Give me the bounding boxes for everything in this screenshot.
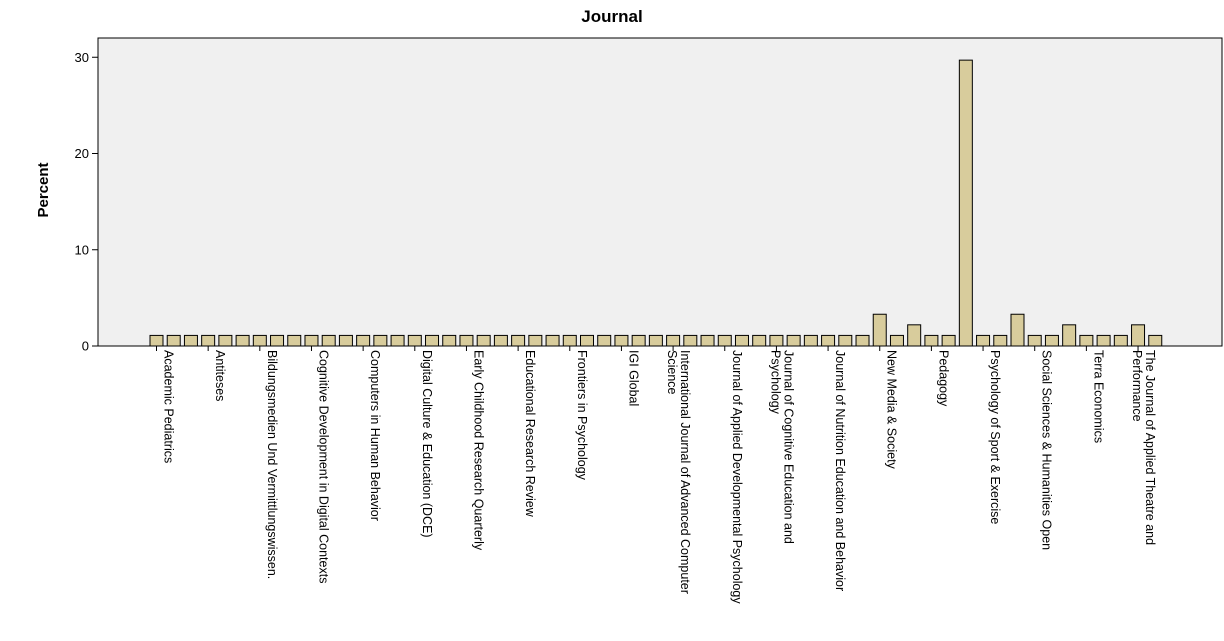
x-tick-label: Journal of Cognitive Education and [781,350,795,544]
bar [838,334,853,347]
bar [511,334,526,347]
bar [252,334,267,347]
bar [1131,324,1146,347]
y-tick-label: 20 [75,146,89,161]
bar [958,59,973,347]
bar [1010,313,1025,347]
bar [752,334,767,347]
bar [889,334,904,347]
x-axis: Academic Pediatrics Antiteses Bildungsmedi… [156,346,1157,604]
bar [476,334,491,347]
bar [597,334,612,347]
x-tick-label: Academic Pediatrics [162,350,176,463]
x-tick-label: Psychology of Sport & Exercise [988,350,1002,524]
x-tick-label: Journal of Applied Developmental Psychol… [730,350,744,604]
x-tick-label: Social Sciences & Humanities Open [1040,350,1054,550]
bar [734,334,749,347]
bar [356,334,371,347]
y-axis: 0 10 20 30 [75,50,98,354]
bar [683,334,698,347]
bar [924,334,939,347]
x-tick-label: Antiteses [213,350,227,401]
bar [941,334,956,347]
bar [373,334,388,347]
bar [993,334,1008,347]
bar [1062,324,1077,347]
bar [1044,334,1059,347]
x-tick-label: Digital Culture & Education (DCE) [420,350,434,538]
bar [235,334,250,347]
x-tick-label: Pedagogy [936,350,950,407]
bar [1113,334,1128,347]
bar [149,334,164,347]
bar [803,334,818,347]
x-tick-label: Psychology [768,350,782,415]
bar [614,334,629,347]
x-tick-label: International Journal of Advanced Comput… [678,350,692,594]
bar [304,334,319,347]
bar [631,334,646,347]
bar [821,334,836,347]
bar [855,334,870,347]
y-tick-label: 30 [75,50,89,65]
y-tick-label: 10 [75,242,89,257]
y-axis-label: Percent [35,162,52,217]
bar [218,334,233,347]
x-tick-label: Performance [1130,350,1144,422]
chart-title: Journal [581,7,642,26]
bar [287,334,302,347]
bar [166,334,181,347]
bar [666,334,681,347]
bar [1096,334,1111,347]
x-tick-label: Science [665,350,679,395]
y-tick-label: 0 [82,339,89,354]
bar [872,313,887,347]
x-tick-label: Terra Economics [1091,350,1105,443]
bar [648,334,663,347]
x-tick-label: Cognitive Development in Digital Context… [316,350,330,583]
bar [700,334,715,347]
bar [407,334,422,347]
x-tick-label: Frontiers in Psychology [575,350,589,481]
bar [976,334,991,347]
bar [425,334,440,347]
bar [493,334,508,347]
x-tick-label: Computers in Human Behavior [368,350,382,521]
x-tick-label: Journal of Nutrition Education and Behav… [833,350,847,591]
bar [545,334,560,347]
bar [270,334,285,347]
bar [201,334,216,347]
bar [321,334,336,347]
bar [1027,334,1042,347]
x-tick-label: New Media & Society [885,350,899,470]
bar [338,334,353,347]
bar [390,334,405,347]
x-tick-label: Early Childhood Research Quarterly [471,350,485,551]
bar [459,334,474,347]
x-tick-label: IGI Global [626,350,640,406]
bar [786,334,801,347]
plot-area [97,37,1223,347]
bar [717,334,732,347]
bar [528,334,543,347]
bar [769,334,784,347]
bar [1079,334,1094,347]
bar [562,334,577,347]
x-tick-label: Educational Research Review [523,350,537,518]
x-tick-label: Bildungsmedien Und Vermittlungswissen. [265,350,279,579]
bar [907,324,922,347]
x-tick-label: The Journal of Applied Theatre and [1143,350,1157,545]
bar [1148,334,1163,347]
bar [580,334,594,347]
bars [149,59,1163,347]
bar [183,334,198,347]
bar [442,334,457,347]
